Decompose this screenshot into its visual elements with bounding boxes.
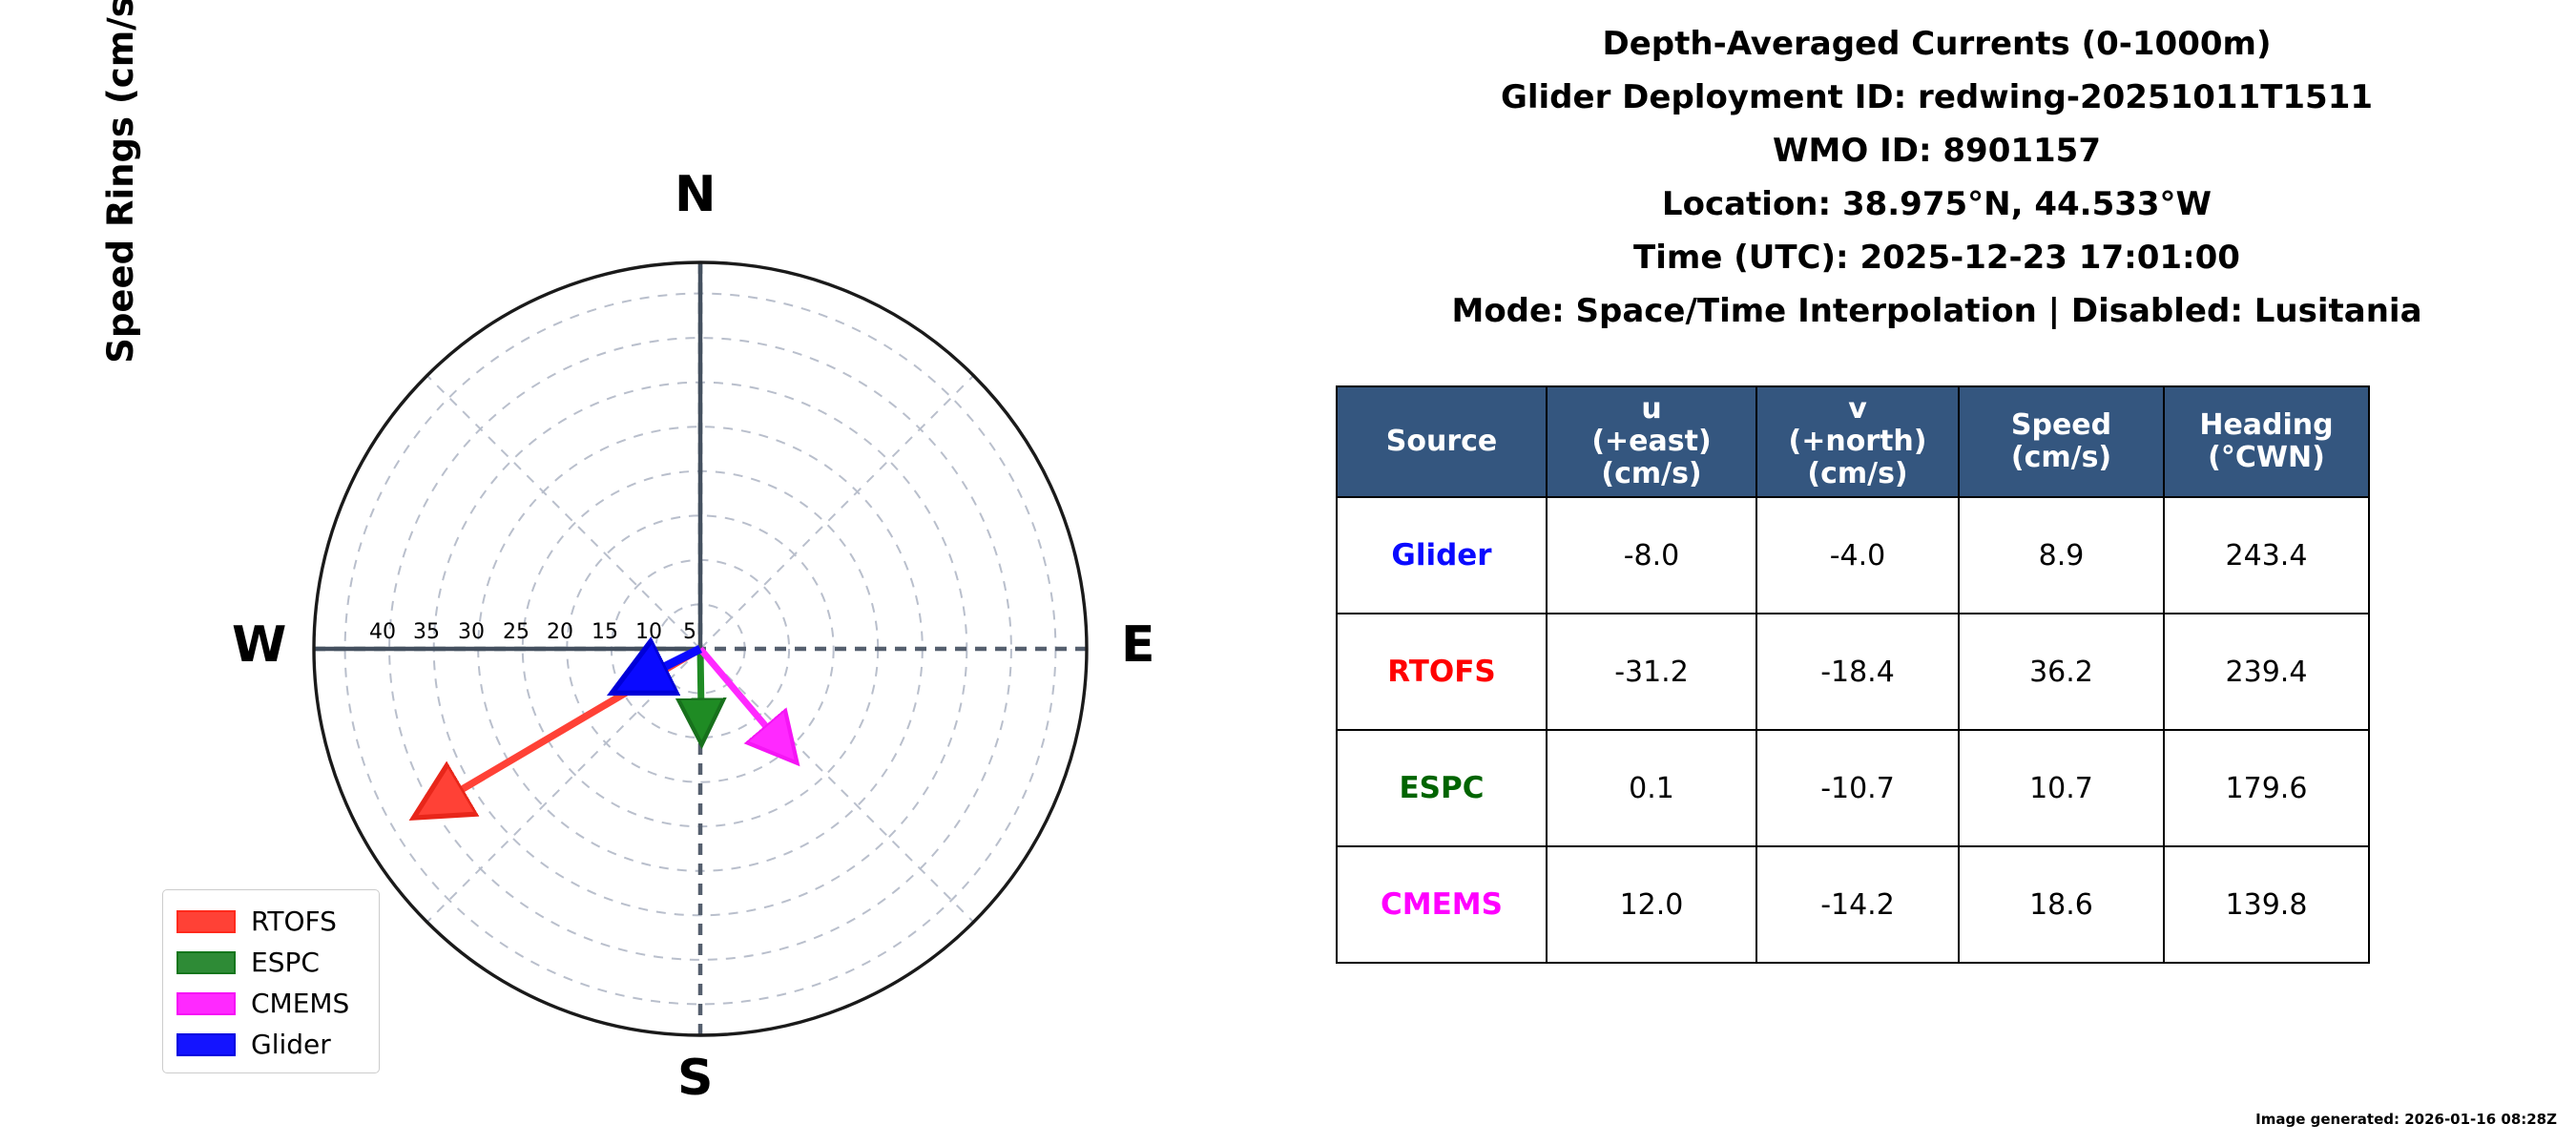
table-row: RTOFS -31.2 -18.4 36.2 239.4 — [1336, 613, 2370, 731]
cell-speed-rtofs: 36.2 — [1958, 613, 2165, 731]
legend-item-rtofs: RTOFS — [177, 901, 367, 942]
cell-source-espc: ESPC — [1336, 729, 1548, 847]
cardinal-label-west: W — [232, 616, 287, 674]
cardinal-label-north: N — [675, 166, 717, 223]
radial-tick-25: 25 — [503, 620, 530, 644]
cardinal-label-east: E — [1121, 616, 1155, 674]
vector-espc — [700, 648, 701, 713]
radial-axis-label: Speed Rings (cm/s) — [100, 0, 141, 364]
title-line-deployment-id: Glider Deployment ID: redwing-20251011T1… — [1500, 78, 2374, 116]
radial-tick-5: 5 — [683, 620, 696, 644]
info-panel: Depth-Averaged Currents (0-1000m) Glider… — [1298, 0, 2576, 1145]
col-v-l3: (cm/s) — [1807, 457, 1908, 490]
legend-item-glider: Glider — [177, 1024, 367, 1065]
polar-outer-circle — [312, 260, 1089, 1037]
vector-cmems — [697, 646, 775, 737]
legend-swatch-glider — [177, 1032, 236, 1056]
cell-v-espc: -10.7 — [1755, 729, 1960, 847]
cell-u-rtofs: -31.2 — [1546, 613, 1757, 731]
cell-source-rtofs: RTOFS — [1336, 613, 1548, 731]
title-line-time: Time (UTC): 2025-12-23 17:01:00 — [1633, 239, 2240, 277]
generated-timestamp: Image generated: 2026-01-16 08:28Z — [2255, 1111, 2557, 1128]
cell-source-glider: Glider — [1336, 496, 1548, 614]
cell-v-glider: -4.0 — [1755, 496, 1960, 614]
col-speed-l2: (cm/s) — [2010, 441, 2112, 474]
column-header-source: Source — [1336, 385, 1548, 498]
column-header-speed: Speed (cm/s) — [1958, 385, 2165, 498]
title-line-location: Location: 38.975°N, 44.533°W — [1661, 185, 2212, 223]
legend-swatch-espc — [177, 950, 236, 974]
column-header-heading: Heading (°CWN) — [2163, 385, 2370, 498]
polar-plot-svg — [312, 260, 1089, 1037]
radial-tick-40: 40 — [369, 620, 396, 644]
polar-plot-panel: Speed Rings (cm/s) N S W E 40 35 30 25 2… — [100, 0, 1155, 1107]
title-line-currents: Depth-Averaged Currents (0-1000m) — [1602, 25, 2272, 63]
cell-heading-espc: 179.6 — [2163, 729, 2370, 847]
cell-u-espc: 0.1 — [1546, 729, 1757, 847]
vector-glider — [649, 649, 703, 675]
col-v-l2: (+north) — [1788, 425, 1927, 458]
column-header-u: u (+east) (cm/s) — [1546, 385, 1757, 498]
col-heading-l2: (°CWN) — [2208, 441, 2325, 474]
column-header-v: v (+north) (cm/s) — [1755, 385, 1960, 498]
col-u-l2: (+east) — [1591, 425, 1712, 458]
col-heading-l1: Heading — [2199, 408, 2334, 442]
legend-item-cmems: CMEMS — [177, 983, 367, 1024]
cell-speed-espc: 10.7 — [1958, 729, 2165, 847]
radial-tick-15: 15 — [592, 620, 618, 644]
col-v-l1: v — [1848, 392, 1867, 426]
radial-tick-10: 10 — [635, 620, 662, 644]
col-u-l3: (cm/s) — [1601, 457, 1702, 490]
legend-item-espc: ESPC — [177, 942, 367, 983]
cell-speed-glider: 8.9 — [1958, 496, 2165, 614]
cell-u-glider: -8.0 — [1546, 496, 1757, 614]
cell-source-cmems: CMEMS — [1336, 845, 1548, 964]
legend-swatch-cmems — [177, 991, 236, 1015]
col-speed-l1: Speed — [2010, 408, 2112, 442]
col-u-l1: u — [1641, 392, 1662, 426]
cell-speed-cmems: 18.6 — [1958, 845, 2165, 964]
radial-tick-30: 30 — [458, 620, 485, 644]
radial-tick-35: 35 — [413, 620, 440, 644]
title-line-mode: Mode: Space/Time Interpolation | Disable… — [1451, 292, 2422, 330]
legend: RTOFS ESPC CMEMS Glider — [162, 889, 380, 1073]
radial-tick-20: 20 — [547, 620, 573, 644]
legend-swatch-rtofs — [177, 909, 236, 933]
cell-v-cmems: -14.2 — [1755, 845, 1960, 964]
table-row: ESPC 0.1 -10.7 10.7 179.6 — [1336, 729, 2370, 847]
cell-heading-cmems: 139.8 — [2163, 845, 2370, 964]
legend-label-cmems: CMEMS — [251, 988, 350, 1019]
legend-label-espc: ESPC — [251, 947, 320, 978]
col-source-l1: Source — [1385, 425, 1498, 458]
cell-heading-rtofs: 239.4 — [2163, 613, 2370, 731]
table-row: Glider -8.0 -4.0 8.9 243.4 — [1336, 496, 2370, 614]
title-line-wmo-id: WMO ID: 8901157 — [1773, 132, 2101, 170]
legend-label-rtofs: RTOFS — [251, 906, 337, 937]
legend-label-glider: Glider — [251, 1029, 331, 1060]
currents-table: Source u (+east) (cm/s) v (+north) (cm/s… — [1336, 385, 2370, 964]
table-row: CMEMS 12.0 -14.2 18.6 139.8 — [1336, 845, 2370, 964]
cell-u-cmems: 12.0 — [1546, 845, 1757, 964]
table-header-row: Source u (+east) (cm/s) v (+north) (cm/s… — [1336, 385, 2370, 498]
title-block: Depth-Averaged Currents (0-1000m) Glider… — [1298, 17, 2576, 338]
cell-v-rtofs: -18.4 — [1755, 613, 1960, 731]
cell-heading-glider: 243.4 — [2163, 496, 2370, 614]
cardinal-label-south: S — [677, 1050, 714, 1107]
